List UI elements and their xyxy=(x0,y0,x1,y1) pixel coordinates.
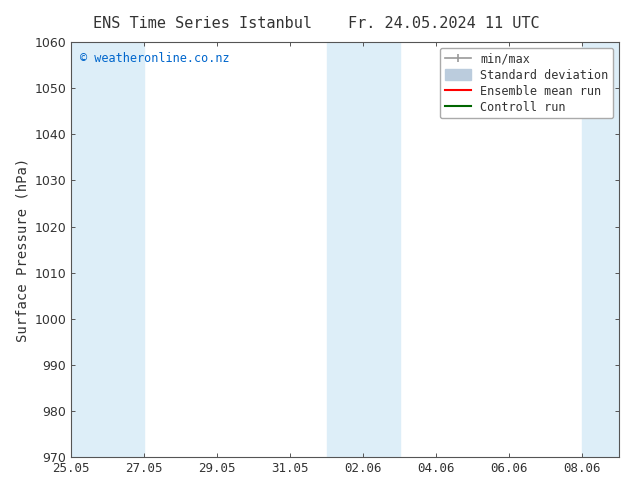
Legend: min/max, Standard deviation, Ensemble mean run, Controll run: min/max, Standard deviation, Ensemble me… xyxy=(440,48,613,118)
Y-axis label: Surface Pressure (hPa): Surface Pressure (hPa) xyxy=(15,157,29,342)
Text: ENS Time Series Istanbul: ENS Time Series Istanbul xyxy=(93,16,313,31)
Bar xyxy=(71,42,145,457)
Bar xyxy=(583,42,619,457)
Text: Fr. 24.05.2024 11 UTC: Fr. 24.05.2024 11 UTC xyxy=(348,16,540,31)
Text: © weatheronline.co.nz: © weatheronline.co.nz xyxy=(79,52,229,66)
Bar xyxy=(327,42,400,457)
